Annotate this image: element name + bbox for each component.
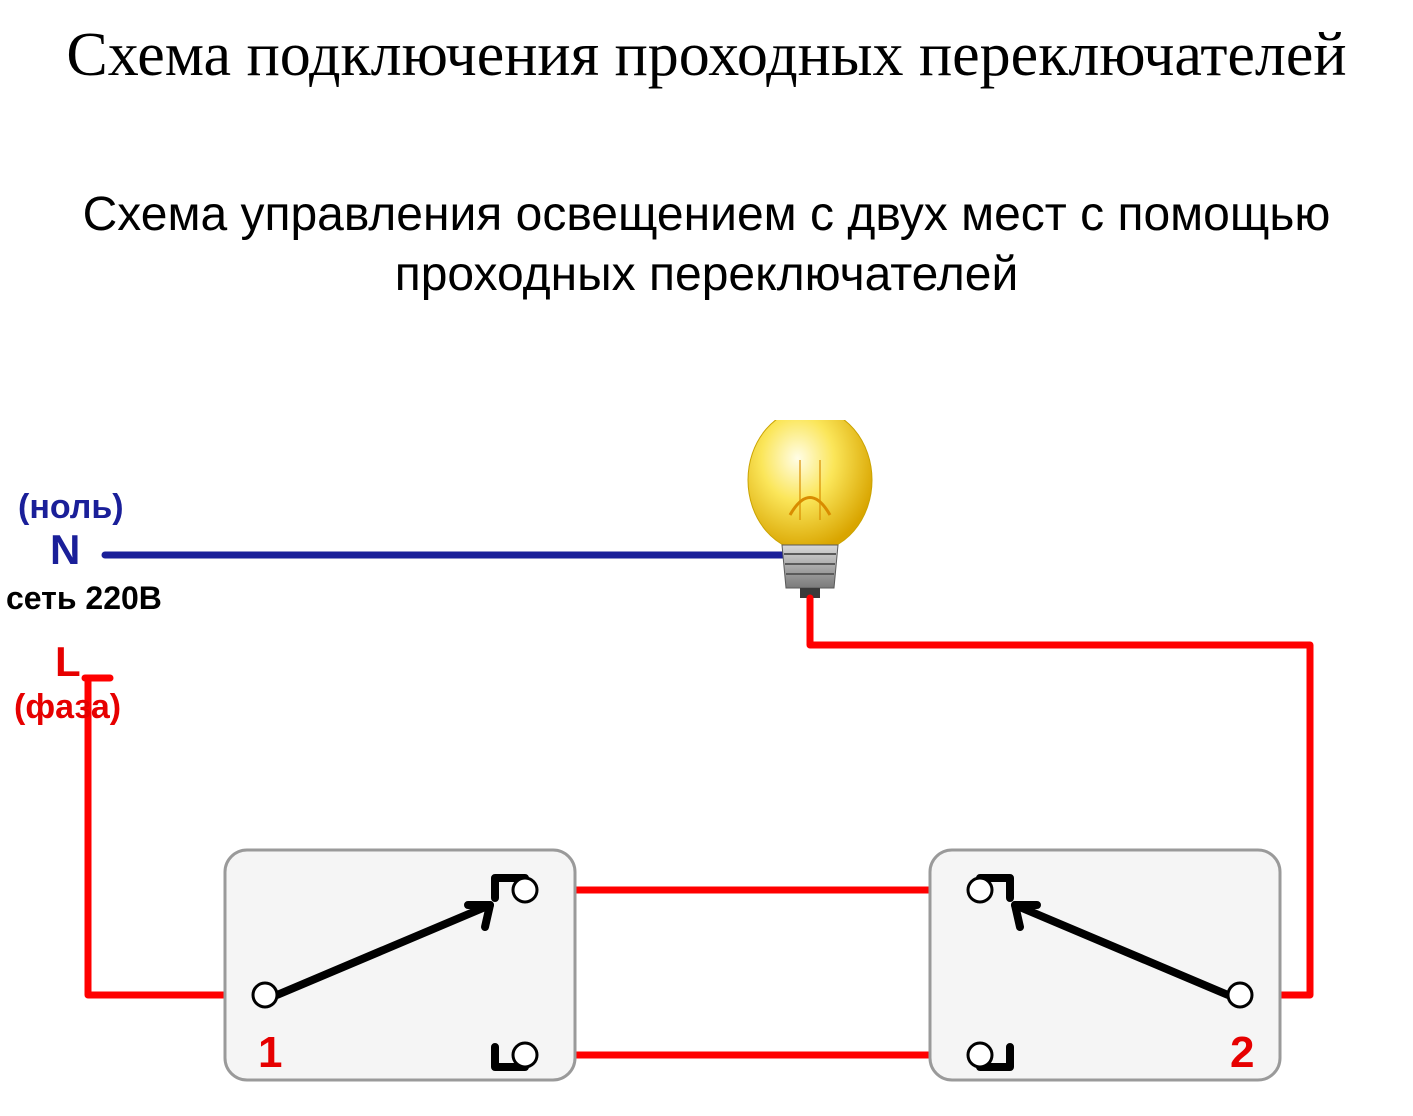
phase-paren-label: (фаза) — [14, 688, 121, 727]
phase-letter-label: L — [55, 638, 81, 686]
switch-1-top-terminal — [513, 878, 537, 902]
wiring-diagram: (ноль) N сеть 220В L (фаза) 1 2 — [0, 420, 1413, 1116]
mains-label: сеть 220В — [6, 580, 162, 617]
switch-1-bottom-terminal — [513, 1043, 537, 1067]
neutral-letter-label: N — [50, 526, 80, 574]
switch-2-common-terminal — [1228, 983, 1252, 1007]
switch-1-number: 1 — [258, 1028, 282, 1078]
page-root: Схема подключения проходных переключател… — [0, 0, 1413, 1116]
neutral-paren-label: (ноль) — [18, 488, 124, 527]
main-title: Схема подключения проходных переключател… — [0, 20, 1413, 91]
light-bulb-icon — [748, 420, 872, 598]
switch-2-bottom-terminal — [968, 1043, 992, 1067]
switch-1-common-terminal — [253, 983, 277, 1007]
switch-2-top-terminal — [968, 878, 992, 902]
switch-2-number: 2 — [1230, 1028, 1254, 1078]
diagram-svg — [0, 420, 1413, 1116]
subtitle: Схема управления освещением с двух мест … — [0, 185, 1413, 305]
